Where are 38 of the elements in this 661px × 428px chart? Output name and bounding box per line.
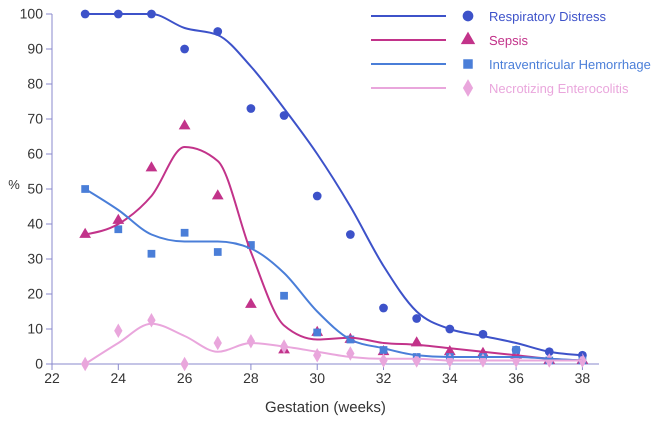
point <box>148 250 156 258</box>
point <box>379 304 388 312</box>
y-tick-label: 10 <box>27 320 44 336</box>
point <box>180 44 189 54</box>
x-tick-label: 26 <box>176 370 193 386</box>
y-axis-title: % <box>8 177 20 192</box>
legend-label: Respiratory Distress <box>489 9 607 24</box>
x-tick-label: 34 <box>442 370 458 386</box>
point <box>114 225 122 234</box>
x-axis-title: Gestation (weeks) <box>265 399 386 416</box>
x-tick-label: 38 <box>574 370 590 386</box>
legend-label: Intraventricular Hemorrhage <box>489 57 651 72</box>
y-tick-label: 60 <box>27 145 44 162</box>
y-tick-label: 70 <box>27 110 44 126</box>
y-tick-label: 80 <box>27 75 44 92</box>
point <box>280 292 288 300</box>
y-tick-label: 0 <box>35 355 44 372</box>
point <box>246 104 256 113</box>
x-tick-label: 32 <box>376 370 392 386</box>
x-tick-label: 36 <box>508 370 524 386</box>
x-tick-label: 30 <box>309 370 326 386</box>
x-tick-label: 28 <box>243 370 259 386</box>
point <box>346 230 355 239</box>
y-tick-label: 40 <box>27 215 44 232</box>
legend-label: Sepsis <box>489 33 529 48</box>
y-tick-label: 90 <box>27 40 44 56</box>
point <box>180 228 188 237</box>
point <box>214 248 222 256</box>
point <box>412 314 422 323</box>
point <box>280 111 288 120</box>
x-tick-label: 24 <box>110 370 126 386</box>
y-tick-label: 100 <box>20 5 44 22</box>
y-tick-label: 20 <box>27 285 44 302</box>
y-tick-label: 50 <box>27 180 44 196</box>
y-tick-label: 30 <box>27 250 44 266</box>
x-tick-label: 22 <box>44 370 60 386</box>
point <box>312 192 322 200</box>
legend-label: Necrotizing Enterocolitis <box>489 81 629 96</box>
